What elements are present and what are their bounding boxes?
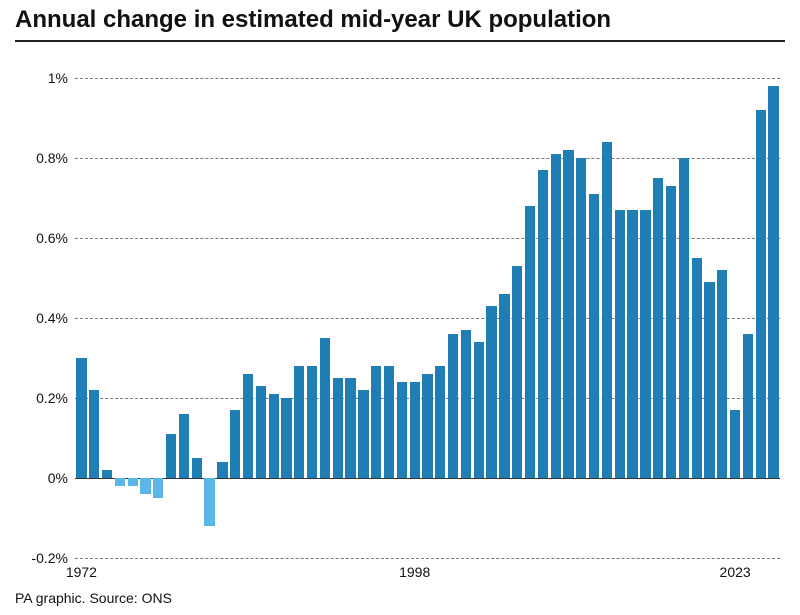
- bar: [717, 270, 727, 478]
- bar: [666, 186, 676, 478]
- bar: [320, 338, 330, 478]
- bar: [397, 382, 407, 478]
- bar: [115, 478, 125, 486]
- bar: [704, 282, 714, 478]
- bar: [294, 366, 304, 478]
- bar: [679, 158, 689, 478]
- bar: [128, 478, 138, 486]
- chart-footer: PA graphic. Source: ONS: [15, 590, 172, 606]
- bar: [756, 110, 766, 478]
- bar: [525, 206, 535, 478]
- plot-area: -0.2%0%0.2%0.4%0.6%0.8%1%197219982023: [75, 58, 780, 558]
- bar: [269, 394, 279, 478]
- bar: [589, 194, 599, 478]
- bar: [435, 366, 445, 478]
- bar: [538, 170, 548, 478]
- bar: [768, 86, 778, 478]
- grid-line: [75, 78, 780, 79]
- bar: [576, 158, 586, 478]
- bar: [230, 410, 240, 478]
- bar: [307, 366, 317, 478]
- bar: [333, 378, 343, 478]
- bar: [461, 330, 471, 478]
- bar: [179, 414, 189, 478]
- bar: [384, 366, 394, 478]
- bar: [192, 458, 202, 478]
- bar: [153, 478, 163, 498]
- bar: [563, 150, 573, 478]
- zero-line: [75, 478, 780, 479]
- bar: [217, 462, 227, 478]
- bar: [371, 366, 381, 478]
- bar: [743, 334, 753, 478]
- bar: [140, 478, 150, 494]
- bar: [551, 154, 561, 478]
- y-axis-label: -0.2%: [12, 550, 68, 566]
- x-axis-label: 1972: [66, 564, 97, 580]
- bar: [76, 358, 86, 478]
- bar: [410, 382, 420, 478]
- bar: [89, 390, 99, 478]
- bar: [204, 478, 214, 526]
- bar: [692, 258, 702, 478]
- bar: [627, 210, 637, 478]
- grid-line: [75, 558, 780, 559]
- bar: [653, 178, 663, 478]
- y-axis-label: 0.8%: [12, 150, 68, 166]
- y-axis-label: 0%: [12, 470, 68, 486]
- y-axis-label: 1%: [12, 70, 68, 86]
- bar: [166, 434, 176, 478]
- chart-container: { "chart": { "type": "bar", "title": "An…: [0, 0, 800, 615]
- x-axis-label: 2023: [720, 564, 751, 580]
- chart-title: Annual change in estimated mid-year UK p…: [15, 6, 611, 34]
- bar: [640, 210, 650, 478]
- bar: [486, 306, 496, 478]
- bar: [499, 294, 509, 478]
- bar: [730, 410, 740, 478]
- bar: [512, 266, 522, 478]
- bar: [102, 470, 112, 478]
- bar: [256, 386, 266, 478]
- x-axis-label: 1998: [399, 564, 430, 580]
- bar: [243, 374, 253, 478]
- bar: [358, 390, 368, 478]
- bar: [281, 398, 291, 478]
- y-axis-label: 0.6%: [12, 230, 68, 246]
- bar: [345, 378, 355, 478]
- y-axis-label: 0.2%: [12, 390, 68, 406]
- y-axis-label: 0.4%: [12, 310, 68, 326]
- bar: [422, 374, 432, 478]
- bar: [474, 342, 484, 478]
- grid-line: [75, 158, 780, 159]
- bar: [602, 142, 612, 478]
- bar: [448, 334, 458, 478]
- title-rule: [15, 40, 785, 42]
- bar: [615, 210, 625, 478]
